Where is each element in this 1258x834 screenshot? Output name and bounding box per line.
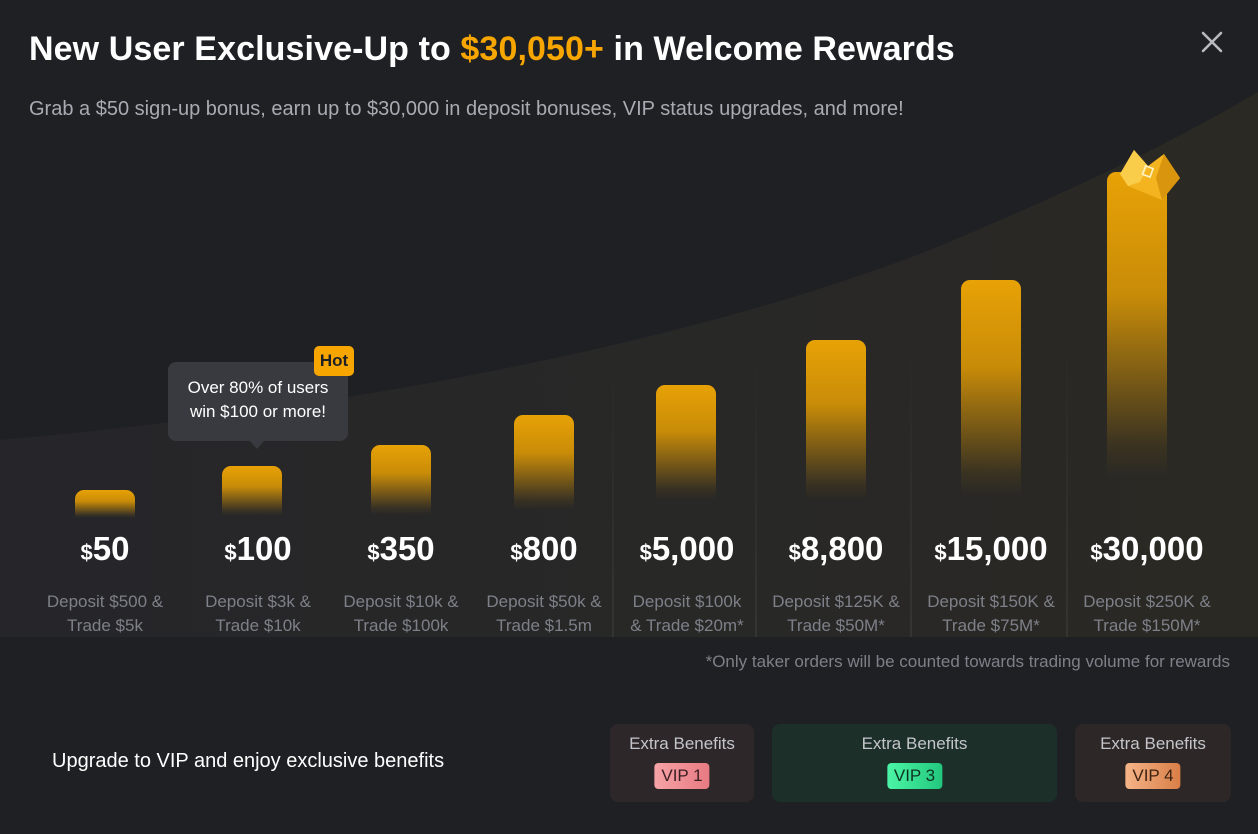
tier-currency: $ xyxy=(934,540,947,565)
tier-currency: $ xyxy=(639,540,652,565)
tier-value: 100 xyxy=(236,530,292,567)
tier-req-line: Deposit $500 & xyxy=(46,592,164,611)
tier-value: 15,000 xyxy=(946,530,1048,567)
tier-amount: $8,800 xyxy=(789,530,884,568)
close-button[interactable] xyxy=(1196,26,1228,58)
tier-req-line: Deposit $50k & xyxy=(486,592,602,611)
title-prefix: New User Exclusive-Up to xyxy=(29,30,461,68)
tier-requirement: Deposit $150K & Trade $75M* xyxy=(911,590,1071,638)
tier-currency: $ xyxy=(510,540,523,565)
hot-badge: Hot xyxy=(314,346,354,376)
tooltip-arrow xyxy=(249,440,265,449)
tier-req-line: & Trade $20m* xyxy=(630,616,744,635)
tier-requirement: Deposit $100k & Trade $20m* xyxy=(607,590,767,638)
tier-amount: $5,000 xyxy=(640,530,735,568)
tier-req-line: Deposit $3k & xyxy=(205,592,311,611)
tier-amount: $100 xyxy=(224,530,291,568)
tier-req-line: Trade $10k xyxy=(215,616,301,635)
tier-req-line: Deposit $125K & xyxy=(772,592,900,611)
tier-requirement: Deposit $125K & Trade $50M* xyxy=(756,590,916,638)
benefit-label: Extra Benefits xyxy=(1100,734,1206,753)
tier-req-line: Trade $100k xyxy=(353,616,449,635)
benefit-label: Extra Benefits xyxy=(861,734,968,753)
tier-bar-15000 xyxy=(961,280,1021,495)
tier-currency: $ xyxy=(80,540,93,565)
tier-req-line: Deposit $250K & xyxy=(1083,592,1211,611)
tier-amount: $15,000 xyxy=(934,530,1047,568)
benefit-label: Extra Benefits xyxy=(629,734,735,753)
title-highlight: $30,050+ xyxy=(460,30,604,68)
tooltip-line: Over 80% of users xyxy=(187,378,329,397)
tier-divider xyxy=(755,345,757,640)
tier-value: 5,000 xyxy=(651,530,735,567)
tier-divider xyxy=(1066,345,1068,640)
tier-value: 800 xyxy=(522,530,578,567)
tier-value: 30,000 xyxy=(1102,530,1204,567)
tier-req-line: Trade $75M* xyxy=(942,616,1040,635)
tier-req-line: Trade $1.5m xyxy=(496,616,592,635)
tier-amount: $50 xyxy=(81,530,130,568)
tooltip-text: Over 80% of users win $100 or more! xyxy=(168,376,348,424)
tier-amount: $800 xyxy=(510,530,577,568)
page-title: New User Exclusive-Up to $30,050+ in Wel… xyxy=(29,30,955,69)
vip-badge: VIP 3 xyxy=(886,763,943,789)
tier-amount: $30,000 xyxy=(1090,530,1203,568)
vip-upgrade-prompt: Upgrade to VIP and enjoy exclusive benef… xyxy=(52,750,445,772)
tier-amount: $350 xyxy=(367,530,434,568)
tier-bar-800 xyxy=(514,415,574,510)
title-suffix: in Welcome Rewards xyxy=(603,30,955,68)
tier-requirement: Deposit $500 & Trade $5k xyxy=(25,590,185,638)
tier-req-line: Deposit $100k xyxy=(632,592,742,611)
tier-bar-350 xyxy=(371,445,431,515)
tier-req-line: Trade $150M* xyxy=(1093,616,1201,635)
tier-requirement: Deposit $3k & Trade $10k xyxy=(178,590,338,638)
tier-bar-100 xyxy=(222,466,282,516)
tier-requirement: Deposit $10k & Trade $100k xyxy=(321,590,481,638)
vip3-benefits-card[interactable]: Extra Benefits VIP 3 xyxy=(772,724,1057,802)
tooltip-line: win $100 or more! xyxy=(189,402,327,421)
tier-bar-5000 xyxy=(656,385,716,500)
tier-value: 350 xyxy=(379,530,435,567)
tier-currency: $ xyxy=(1090,540,1103,565)
tier-currency: $ xyxy=(224,540,237,565)
tier-req-line: Deposit $150K & xyxy=(927,592,1055,611)
tier-req-line: Trade $50M* xyxy=(787,616,885,635)
vip-badge: VIP 1 xyxy=(654,763,710,789)
close-icon xyxy=(1201,31,1223,53)
vip1-benefits-card[interactable]: Extra Benefits VIP 1 xyxy=(610,724,754,802)
page-subtitle: Grab a $50 sign-up bonus, earn up to $30… xyxy=(29,98,904,120)
tier-req-line: Deposit $10k & xyxy=(343,592,459,611)
growth-curve-background xyxy=(0,92,1258,640)
vip4-benefits-card[interactable]: Extra Benefits VIP 4 xyxy=(1075,724,1231,802)
tier-bar-30000 xyxy=(1107,172,1167,477)
tier-requirement: Deposit $50k & Trade $1.5m xyxy=(464,590,624,638)
footnote: *Only taker orders will be counted towar… xyxy=(705,652,1230,671)
tier-req-line: Trade $5k xyxy=(67,616,143,635)
tier-bar-50 xyxy=(75,490,135,518)
tier-currency: $ xyxy=(788,540,801,565)
crown-icon xyxy=(1120,150,1180,200)
tier-value: 50 xyxy=(92,530,130,567)
tier-divider xyxy=(910,345,912,640)
tier-bar-8800 xyxy=(806,340,866,500)
tier-requirement: Deposit $250K & Trade $150M* xyxy=(1067,590,1227,638)
tier-currency: $ xyxy=(367,540,380,565)
vip-badge: VIP 4 xyxy=(1125,763,1181,789)
tier-value: 8,800 xyxy=(800,530,884,567)
tier-divider xyxy=(612,345,614,640)
